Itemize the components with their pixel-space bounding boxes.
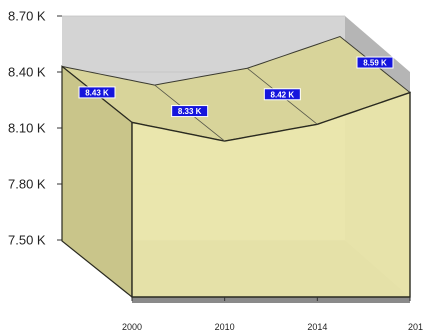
data-label-text: 8.59 K — [363, 59, 387, 68]
data-label-box — [263, 88, 301, 101]
data-label: 8.43 K — [78, 86, 116, 99]
x-tick-label: 2014 — [307, 322, 327, 332]
y-tick-label: 8.70 K — [8, 9, 46, 24]
y-tick-label: 7.50 K — [8, 233, 46, 248]
x-tick-label: 2010 — [215, 322, 235, 332]
x-axis-ticks: 2000 2010 2014 201 — [122, 297, 423, 332]
data-label: 8.59 K — [356, 56, 394, 69]
area-front-face — [131, 91, 411, 298]
y-axis-ticks: 7.50 K 7.80 K 8.10 K 8.40 K 8.70 K — [8, 9, 62, 248]
x-tick-label: 2000 — [122, 322, 142, 332]
area-series — [61, 35, 412, 299]
data-label-box — [78, 86, 116, 99]
y-tick-label: 8.10 K — [8, 121, 46, 136]
y-tick-label: 8.40 K — [8, 65, 46, 80]
y-tick-label: 7.80 K — [8, 177, 46, 192]
floor-lip — [132, 297, 410, 303]
data-label-box — [356, 56, 394, 69]
data-label-box — [171, 105, 209, 118]
x-tick-label: 201 — [408, 322, 423, 332]
data-label-text: 8.33 K — [178, 107, 202, 116]
data-label: 8.33 K — [171, 105, 209, 118]
data-label: 8.42 K — [263, 88, 301, 101]
data-label-text: 8.43 K — [85, 88, 109, 97]
data-labels: 8.43 K 8.33 K 8.42 K 8.59 K — [78, 56, 394, 118]
data-label-text: 8.42 K — [271, 90, 295, 99]
